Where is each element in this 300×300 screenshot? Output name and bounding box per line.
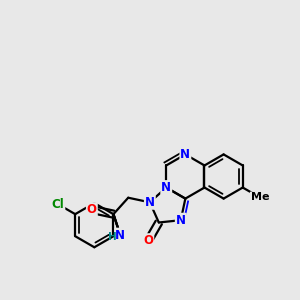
- Text: O: O: [87, 203, 97, 216]
- Text: N: N: [180, 148, 190, 161]
- Text: O: O: [143, 234, 153, 247]
- Text: N: N: [145, 196, 155, 209]
- Text: H: H: [108, 232, 117, 242]
- Text: Cl: Cl: [52, 198, 64, 211]
- Text: Me: Me: [251, 193, 269, 202]
- Text: N: N: [115, 229, 125, 242]
- Text: N: N: [176, 214, 186, 227]
- Text: N: N: [161, 181, 171, 194]
